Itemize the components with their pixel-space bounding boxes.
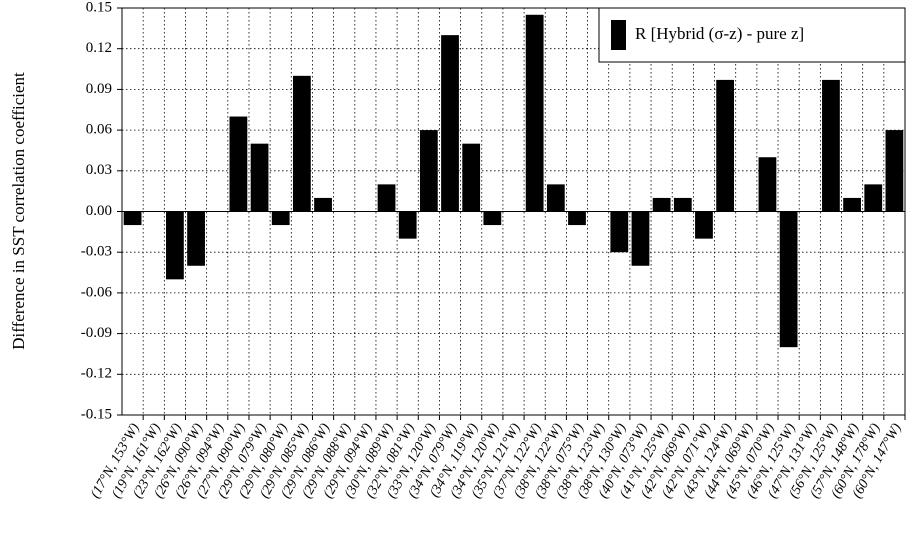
y-tick-label: 0.00 bbox=[86, 203, 112, 219]
bar bbox=[166, 211, 184, 280]
bar bbox=[610, 211, 629, 253]
bar bbox=[292, 75, 311, 212]
bar bbox=[885, 130, 904, 212]
y-axis-label: Difference in SST correlation coefficien… bbox=[9, 72, 28, 350]
bar bbox=[822, 79, 840, 212]
bar bbox=[483, 211, 502, 226]
y-tick-label: -0.03 bbox=[81, 244, 112, 260]
y-tick-label: 0.12 bbox=[86, 40, 112, 56]
bar bbox=[250, 143, 269, 212]
y-tick-label: -0.09 bbox=[81, 325, 112, 341]
bar bbox=[546, 184, 565, 212]
y-tick-label: 0.03 bbox=[86, 162, 112, 178]
bar bbox=[229, 116, 248, 212]
bar bbox=[695, 211, 713, 239]
bar bbox=[843, 197, 861, 212]
bar bbox=[271, 211, 290, 226]
bar bbox=[864, 184, 883, 212]
bar bbox=[631, 211, 650, 266]
y-tick-label: 0.15 bbox=[86, 0, 112, 15]
legend-label: R [Hybrid (σ-z) - pure z] bbox=[635, 24, 804, 43]
y-tick-label: -0.06 bbox=[81, 284, 113, 300]
bar bbox=[441, 35, 459, 212]
y-tick-label: 0.06 bbox=[86, 122, 113, 138]
y-tick-label: -0.15 bbox=[81, 406, 112, 422]
bar bbox=[568, 211, 586, 226]
legend-box bbox=[598, 7, 906, 63]
bar bbox=[652, 197, 671, 212]
bar bbox=[398, 211, 417, 239]
bar bbox=[462, 143, 481, 212]
bar bbox=[779, 211, 798, 348]
bar bbox=[419, 130, 438, 212]
y-tick-label: -0.12 bbox=[81, 366, 112, 382]
bar bbox=[758, 157, 777, 212]
bar bbox=[187, 211, 205, 266]
bar bbox=[377, 184, 396, 212]
bar bbox=[673, 197, 692, 212]
y-tick-label: 0.09 bbox=[86, 81, 112, 97]
legend-swatch bbox=[611, 20, 626, 50]
bar bbox=[314, 197, 332, 212]
bar bbox=[716, 79, 735, 212]
bar bbox=[123, 211, 142, 226]
bar bbox=[525, 14, 544, 212]
